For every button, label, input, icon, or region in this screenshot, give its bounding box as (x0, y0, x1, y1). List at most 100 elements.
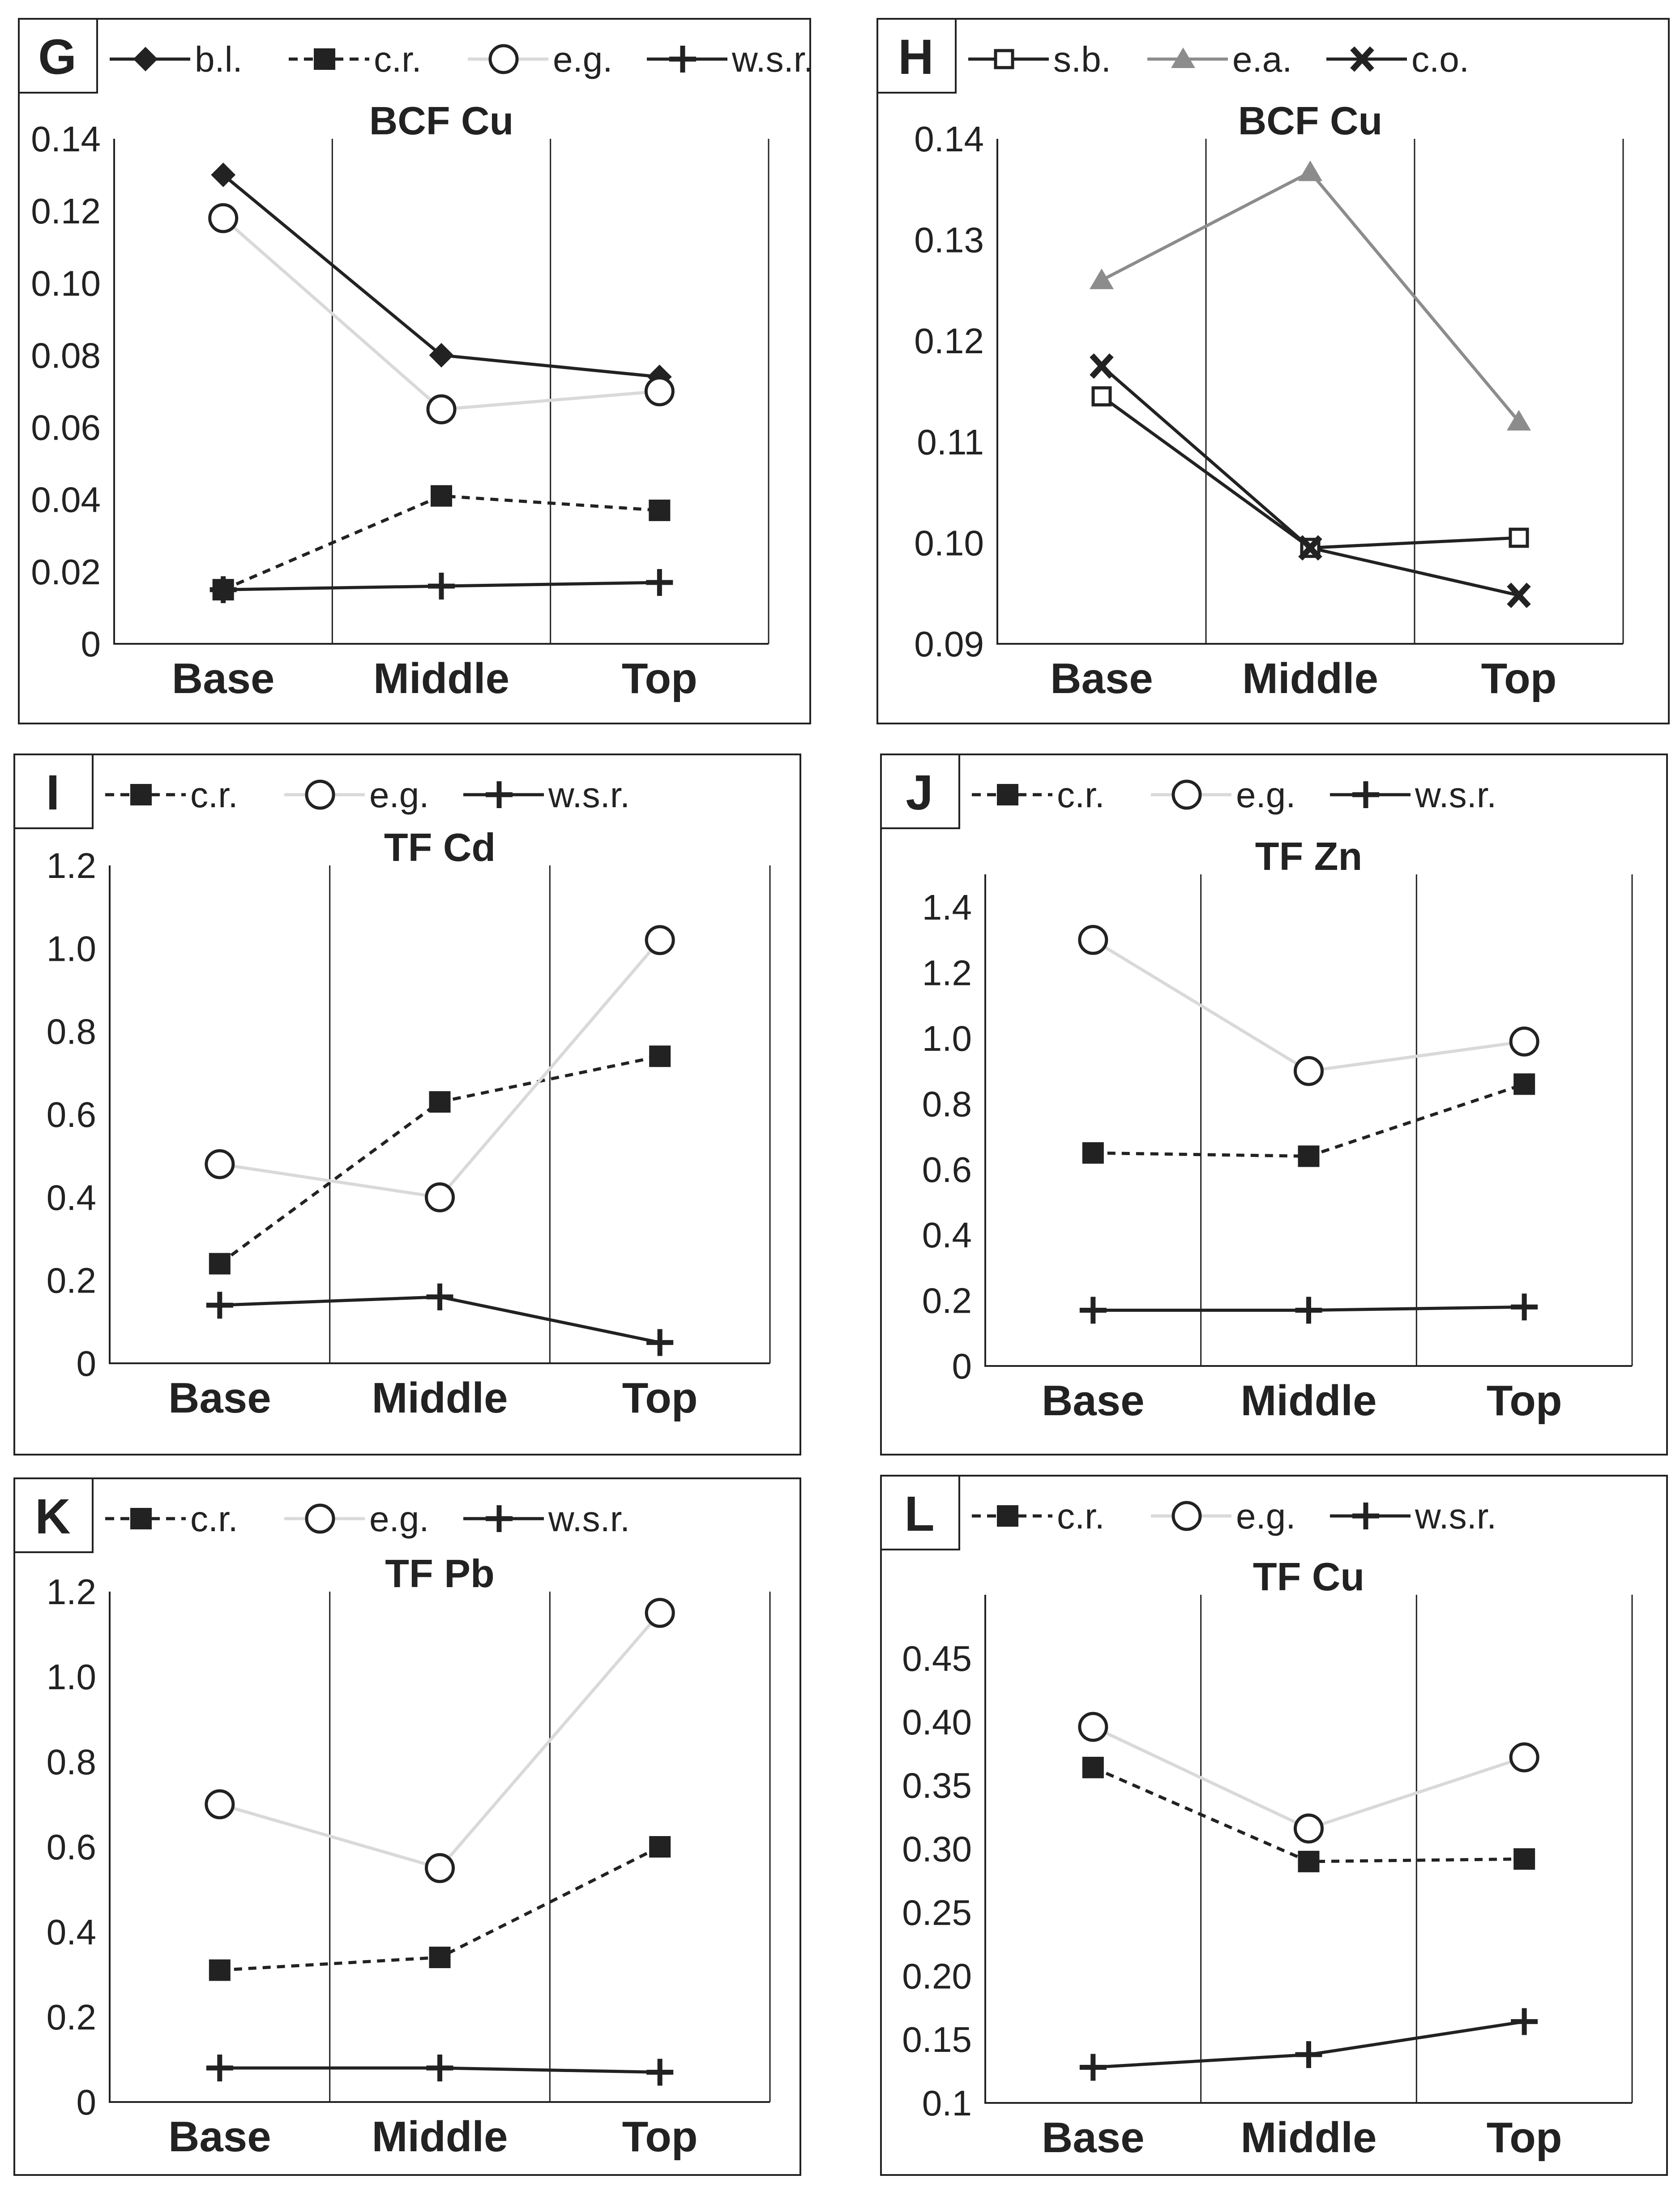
legend-marker (1171, 47, 1195, 68)
panel-label: J (906, 765, 933, 820)
data-point-wsr (1295, 2041, 1322, 2068)
y-tick-label: 0.2 (47, 1261, 96, 1301)
y-tick-label: 0.02 (31, 552, 101, 592)
y-tick-label: 0 (952, 1346, 972, 1386)
data-point-wsr (1079, 1297, 1107, 1324)
data-point-wsr (646, 569, 673, 596)
panel-frame (880, 754, 1668, 1456)
data-point-eg (1509, 1026, 1539, 1057)
data-point-wsr (206, 2055, 233, 2081)
x-tick-label: Middle (1242, 655, 1378, 702)
data-point-eg (1294, 1056, 1324, 1086)
x-tick-label: Base (1042, 1377, 1145, 1425)
y-tick-label: 0.12 (31, 191, 101, 231)
panel-label: K (35, 1489, 70, 1544)
data-point-cr (1082, 1756, 1104, 1778)
data-point-eg (425, 1182, 455, 1212)
data-point-co (1298, 535, 1322, 561)
data-point-wsr (428, 573, 455, 600)
legend-label: b.l. (195, 39, 243, 79)
legend: b.l. c.r. e.g. w.s.r. (110, 39, 811, 79)
y-tick-label: 0.15 (902, 2020, 972, 2059)
data-point-cr (209, 1959, 231, 1981)
legend-label: e.a. (1232, 39, 1292, 79)
data-point-wsr (1295, 1297, 1322, 1324)
y-tick-label: 0.6 (47, 1095, 96, 1135)
y-tick-label: 0.8 (47, 1012, 96, 1052)
y-tick-label: 0.11 (917, 422, 984, 462)
x-tick-label: Base (1042, 2114, 1145, 2162)
data-point-cr (1298, 1145, 1320, 1167)
legend-label: e.g. (369, 1499, 429, 1539)
data-point-cr (1298, 1850, 1320, 1872)
data-point-cr (1513, 1073, 1535, 1095)
panel-label: L (904, 1486, 934, 1541)
legend-marker (130, 1508, 152, 1529)
x-tick-label: Base (168, 2113, 271, 2161)
y-tick-label: 0.8 (922, 1084, 972, 1124)
panel-label: G (38, 30, 77, 85)
y-tick-label: 0.4 (922, 1215, 972, 1255)
data-point-wsr (426, 2055, 453, 2081)
y-tick-label: 1.4 (922, 887, 972, 927)
legend-marker (130, 784, 152, 805)
legend-marker (1352, 1503, 1379, 1529)
data-point-sb (1509, 527, 1529, 548)
data-point-eg (205, 1149, 235, 1179)
legend-label: c.r. (374, 39, 422, 79)
y-tick-label: 1.0 (47, 929, 96, 968)
legend-marker (1350, 46, 1374, 72)
x-tick-label: Base (1050, 655, 1153, 702)
legend-marker (1171, 779, 1202, 810)
y-tick-label: 0.40 (902, 1702, 972, 1742)
y-tick-label: 0.10 (914, 523, 984, 563)
panel-frame (876, 18, 1670, 724)
legend-marker (488, 44, 519, 74)
legend-marker (997, 784, 1018, 805)
legend-marker (1352, 781, 1379, 808)
y-tick-label: 1.0 (922, 1019, 972, 1058)
y-tick-label: 0 (81, 624, 101, 664)
panel-label-box (13, 1477, 94, 1553)
y-tick-label: 0.13 (914, 220, 984, 260)
y-tick-label: 0.12 (914, 321, 984, 361)
chart-title: BCF Cu (1238, 98, 1383, 143)
data-point-eg (645, 925, 675, 955)
data-point-bl (429, 343, 454, 368)
y-tick-label: 0.09 (914, 624, 984, 664)
y-tick-label: 0.6 (47, 1827, 96, 1867)
data-point-eg (1078, 1712, 1108, 1742)
data-point-wsr (646, 2059, 674, 2086)
x-tick-label: Top (622, 655, 697, 702)
y-tick-label: 0.10 (31, 263, 101, 303)
legend-label: c.r. (190, 775, 238, 815)
panel-label: H (898, 30, 933, 85)
legend-label: w.s.r. (731, 39, 811, 79)
data-point-cr (1513, 1848, 1535, 1870)
y-tick-label: 1.2 (922, 953, 972, 993)
y-tick-label: 0.14 (914, 119, 984, 159)
x-tick-label: Middle (373, 655, 509, 702)
data-point-eg (644, 376, 675, 407)
legend-label: e.g. (1236, 1496, 1295, 1536)
chart-title: BCF Cu (369, 98, 514, 143)
panel-label-box (13, 754, 94, 829)
panel-frame (880, 1475, 1668, 2176)
legend-label: w.s.r. (548, 775, 630, 815)
data-point-wsr (209, 576, 237, 604)
data-point-cr (429, 1091, 451, 1113)
legend-marker (669, 46, 696, 73)
legend: c.r. e.g. w.s.r. (105, 775, 630, 815)
chart-title: TF Zn (1255, 834, 1362, 878)
data-point-eg (1078, 925, 1108, 955)
legend-marker (314, 48, 335, 70)
data-point-eg (205, 1789, 235, 1820)
data-point-ea (1090, 268, 1114, 289)
legend-label: e.g. (553, 39, 612, 79)
legend: c.r. e.g. w.s.r. (105, 1499, 630, 1539)
x-tick-label: Middle (372, 1374, 508, 1422)
